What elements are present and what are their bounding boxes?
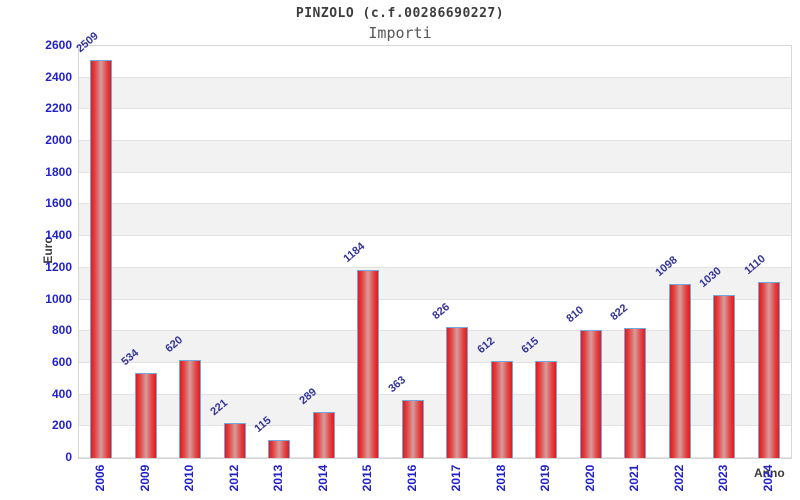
y-tick-label: 2000 bbox=[45, 133, 72, 148]
x-tick-label: 2023 bbox=[716, 464, 731, 492]
x-tick-label: 2024 bbox=[760, 464, 775, 492]
y-tick-label: 2600 bbox=[45, 38, 72, 52]
bar-2016 bbox=[401, 400, 424, 458]
bar-2010 bbox=[179, 359, 202, 458]
bar-2012 bbox=[223, 422, 246, 458]
chart-title: PINZOLO (c.f.00286690227) bbox=[295, 6, 505, 21]
x-tick-label: 2012 bbox=[226, 464, 241, 492]
x-tick-label: 2013 bbox=[271, 464, 286, 492]
x-tick-label: 2020 bbox=[582, 464, 597, 492]
y-tick-label: 800 bbox=[51, 323, 72, 338]
bar-2023 bbox=[713, 294, 736, 458]
bar-2021 bbox=[624, 327, 647, 458]
bar-2018 bbox=[490, 361, 513, 458]
y-tick-label: 1800 bbox=[45, 164, 72, 179]
bar-2022 bbox=[668, 284, 691, 458]
y-tick-label: 1600 bbox=[45, 196, 72, 211]
bar-2009 bbox=[134, 373, 157, 458]
bar-2017 bbox=[446, 327, 469, 458]
x-tick-label: 2010 bbox=[182, 464, 197, 492]
x-tick-label: 2016 bbox=[404, 464, 419, 492]
y-tick-label: 600 bbox=[51, 354, 72, 369]
grid-band bbox=[79, 141, 791, 173]
chart-subtitle: Importi bbox=[368, 24, 432, 42]
bar-2015 bbox=[357, 270, 380, 458]
x-tick-label: 2022 bbox=[671, 464, 686, 492]
x-tick-label: 2006 bbox=[93, 464, 108, 492]
x-tick-label: 2014 bbox=[315, 464, 330, 492]
grid-band bbox=[79, 204, 791, 237]
x-tick-label: 2009 bbox=[137, 464, 152, 492]
x-tick-label: 2017 bbox=[449, 464, 464, 492]
y-tick-label: 200 bbox=[51, 418, 72, 433]
grid-band bbox=[79, 109, 791, 142]
x-tick-label: 2018 bbox=[493, 464, 508, 492]
bar-2014 bbox=[312, 412, 335, 458]
x-tick-label: 2015 bbox=[360, 464, 375, 492]
x-axis-title: Anno bbox=[754, 466, 785, 480]
y-tick-label: 400 bbox=[51, 386, 72, 401]
y-tick-label: 1000 bbox=[45, 291, 72, 306]
plot-area: 2509 534 620 221 115 289 1184 363 826 612 615 810 82… bbox=[75, 30, 792, 459]
y-tick-label: 0 bbox=[65, 450, 72, 464]
grid-band bbox=[79, 172, 791, 205]
y-tick-label: 1200 bbox=[45, 259, 72, 274]
bar-2024 bbox=[757, 282, 780, 458]
bar-2020 bbox=[579, 329, 602, 458]
grid-band bbox=[79, 236, 791, 268]
x-tick-label: 2019 bbox=[538, 464, 553, 492]
grid-band bbox=[79, 46, 791, 78]
bar-2006 bbox=[90, 60, 113, 458]
bar-2019 bbox=[535, 360, 558, 458]
y-tick-label: 1400 bbox=[45, 228, 72, 243]
y-tick-label: 2400 bbox=[45, 69, 72, 84]
bar-2013 bbox=[268, 439, 291, 458]
x-tick-label: 2021 bbox=[627, 464, 642, 492]
grid-band bbox=[79, 77, 791, 110]
y-tick-label: 2200 bbox=[45, 101, 72, 116]
